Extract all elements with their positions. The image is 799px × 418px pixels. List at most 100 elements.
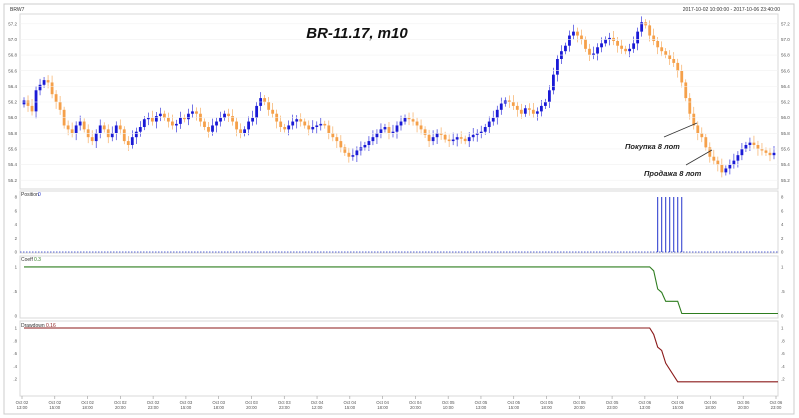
candle-body [391,131,395,134]
x-tick-label-date: Oct 02 [48,400,61,405]
candle-body [692,113,696,126]
candle-body [267,102,271,110]
candle-body [564,45,567,52]
candle-body [628,48,632,52]
candle-body [383,127,387,130]
candle-body [427,134,431,142]
candle-body [584,39,587,49]
candle-body [271,109,275,114]
candle-body [451,139,455,142]
candle-body [219,117,222,122]
x-tick-label-date: Oct 06 [639,400,652,405]
x-tick-label-date: Oct 06 [737,400,750,405]
position-bars [657,197,683,252]
drawdown-axes: 1 1 .8 .8 .6 .6 .4 .4 .2 .2 [13,326,785,382]
price-tick-label-right: 56.4 [781,84,790,89]
candle-body [335,137,339,142]
x-tick-label-date: Oct 05 [606,400,619,405]
candle-body [395,125,399,132]
candle-body [499,103,503,110]
candle-body [295,119,299,122]
x-tick-label-time: 15:00 [508,405,519,410]
drawdown-tick-label-left: .2 [13,377,17,382]
x-tick-label-time: 23:00 [771,405,782,410]
x-tick-label-time: 18:00 [377,405,388,410]
candle-body [166,117,170,122]
candle-body [700,133,704,138]
candle-body [744,145,748,149]
x-tick-label-time: 15:00 [49,405,60,410]
candle-body [110,133,114,138]
candle-body [475,133,479,135]
drawdown-tick-label-right: .2 [781,377,785,382]
candle-body [419,125,423,130]
candle-body [447,139,451,142]
candle-body [752,142,756,145]
candle-body [668,55,672,59]
candle-body [231,116,234,122]
symbol-label: BRW7 [10,7,25,13]
x-tick-label-time: 10:00 [443,405,454,410]
position-tick-label-right: 6 [781,208,784,213]
drawdown-panel [19,320,779,397]
date-range-label: 2017-10-02 10:00:00 - 2017-10-06 23:40:0… [683,7,781,13]
price-tick-label-right: 55.2 [781,178,790,183]
position-tick-label-left: 8 [15,195,18,200]
candle-body [556,59,559,75]
candle-body [303,121,307,126]
candle-body [46,80,50,83]
candle-body [195,111,198,114]
candle-body [263,98,267,102]
candle-body [239,129,242,134]
x-tick-label-date: Oct 04 [376,400,389,405]
candle-body [580,35,583,40]
candle-body [70,129,74,134]
position-tick-label-left: 0 [15,250,18,255]
candle-body [243,129,246,134]
candle-body [50,82,54,95]
candle-body [684,82,688,99]
candle-body [203,121,206,128]
candle-body [547,90,551,102]
coeff-tick-label-left: .5 [13,289,17,294]
candle-body [772,152,776,156]
candle-body [38,84,42,91]
candle-body [82,121,86,130]
candle-body [632,43,636,49]
candle-body [339,141,343,148]
candle-body [704,137,708,148]
candle-body [66,125,70,130]
x-tick-label-time: 23:00 [279,405,290,410]
x-tick-label-time: 18:00 [705,405,716,410]
candle-body [660,47,664,52]
x-tick-label-time: 15:00 [672,405,683,410]
price-tick-label-right: 57.2 [781,21,790,26]
candle-body [531,109,535,114]
candle-body [600,43,603,48]
candle-body [235,121,238,130]
candle-body [740,148,744,156]
x-tick-label-date: Oct 03 [245,400,258,405]
x-tick-label-date: Oct 02 [114,400,127,405]
candle-body [387,127,391,134]
sell-annotation-arrow [685,149,713,166]
drawdown-series-label: Drawdown [21,323,45,329]
candle-body [487,121,491,128]
candle-body [423,129,427,135]
coeff-tick-label-left: 0 [15,314,18,319]
candle-body [543,102,547,106]
candle-body [126,141,130,145]
coeff-tick-label-right: 0 [781,314,784,319]
x-tick-label-time: 15:00 [181,405,192,410]
candle-body [74,125,78,134]
candle-body [535,111,539,114]
drawdown-tick-label-right: .6 [781,351,785,356]
candle-body [150,117,154,122]
candle-body [183,117,186,120]
candle-body [327,125,331,134]
candle-body [347,152,351,157]
candle-body [118,125,122,130]
candle-body [323,123,327,126]
candle-body [527,108,531,110]
